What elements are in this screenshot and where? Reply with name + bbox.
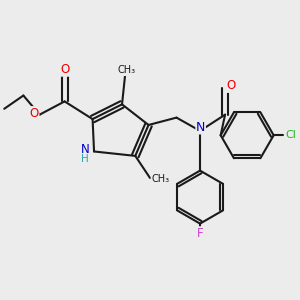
Text: CH₃: CH₃ [117, 65, 136, 76]
Text: H: H [81, 154, 89, 164]
Text: N: N [81, 143, 90, 157]
Text: O: O [226, 79, 236, 92]
Text: O: O [60, 63, 69, 76]
Text: F: F [197, 227, 203, 240]
Text: Cl: Cl [285, 130, 296, 140]
Text: CH₃: CH₃ [151, 174, 169, 184]
Text: O: O [30, 107, 39, 120]
Text: N: N [196, 121, 205, 134]
